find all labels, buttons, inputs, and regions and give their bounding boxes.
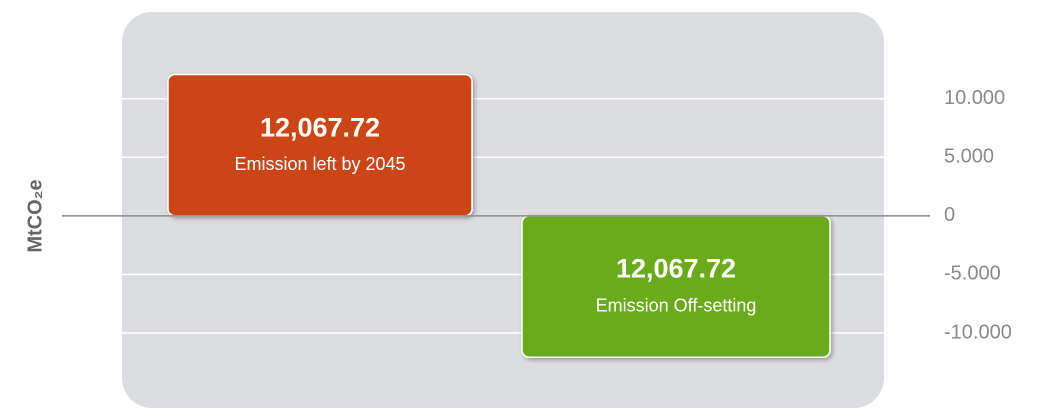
y-tick-label: 5.000 [944,146,994,168]
bar [521,215,831,358]
y-tick-label: -5.000 [944,263,1001,285]
category-label: Emission left by 2045 [234,154,405,174]
value-label: 12,067.72 [616,254,736,284]
y-tick-label: 0 [944,204,955,226]
value-label: 12,067.72 [260,112,380,142]
y-axis-label: MtCO₂e [24,179,46,252]
y-tick-label: -10.000 [944,321,1012,343]
category-label: Emission Off-setting [596,295,757,315]
bar [167,73,473,217]
y-tick-label: 10.000 [944,87,1005,109]
